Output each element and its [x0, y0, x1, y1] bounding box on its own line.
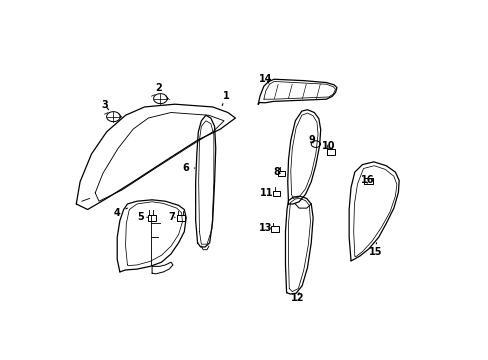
Text: 2: 2 — [155, 82, 162, 93]
Text: 11: 11 — [259, 188, 273, 198]
Text: 1: 1 — [222, 91, 229, 105]
Text: 6: 6 — [182, 163, 194, 174]
Text: 5: 5 — [137, 212, 147, 222]
Text: 12: 12 — [291, 293, 304, 303]
Text: 15: 15 — [368, 243, 382, 257]
Text: 8: 8 — [272, 167, 280, 177]
Text: 7: 7 — [168, 212, 175, 222]
Text: 3: 3 — [101, 100, 108, 110]
Text: 14: 14 — [259, 74, 272, 84]
Text: 9: 9 — [308, 135, 315, 145]
Text: 13: 13 — [259, 223, 272, 233]
Text: 10: 10 — [321, 141, 334, 151]
Text: 16: 16 — [360, 175, 373, 185]
Text: 4: 4 — [114, 208, 127, 218]
